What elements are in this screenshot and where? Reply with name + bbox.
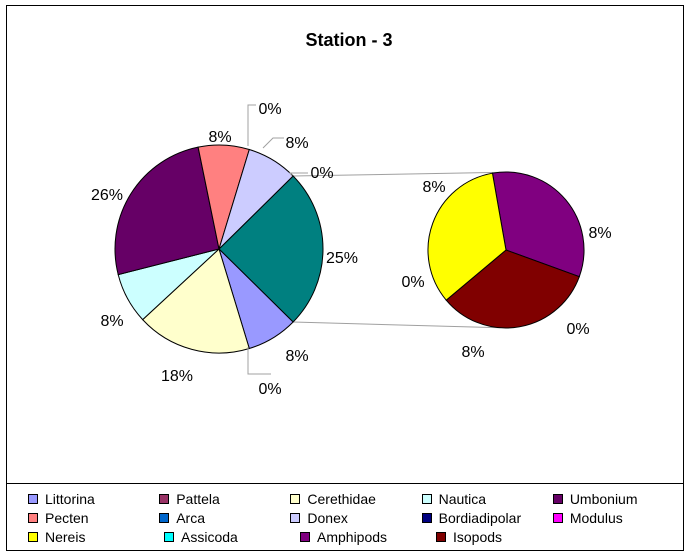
- legend-row: Pecten Arca Donex Bordiadipolar Modulus: [28, 508, 684, 527]
- legend-swatch: [28, 531, 38, 542]
- data-label-modulus: 0%: [566, 321, 589, 338]
- legend-swatch: [159, 493, 170, 504]
- data-label-umbonium: 26%: [91, 187, 123, 204]
- legend-swatch: [552, 512, 563, 523]
- legend-swatch: [552, 493, 563, 504]
- legend-swatch: [28, 512, 38, 523]
- connector-line-top: [293, 171, 498, 177]
- main-pie: [114, 144, 324, 354]
- legend-item-isopods: Isopods: [436, 529, 572, 545]
- legend-label: Pecten: [45, 509, 89, 526]
- data-label-nereis: 8%: [461, 344, 484, 361]
- legend-swatch: [421, 512, 432, 523]
- legend-item-modulus: Modulus: [552, 509, 684, 526]
- legend-swatch: [159, 512, 170, 523]
- data-label-pattela: 0%: [258, 381, 281, 398]
- slice-isopods: [445, 249, 580, 329]
- legend-item-assicoda: Assicoda: [164, 529, 300, 545]
- legend-item-nautica: Nautica: [421, 490, 553, 507]
- legend-item-littorina: Littorina: [28, 491, 159, 507]
- legend-item-pecten: Pecten: [28, 510, 159, 526]
- data-label-bordiadipolar-top: 0%: [310, 165, 333, 182]
- legend-item-arca: Arca: [159, 510, 290, 526]
- legend-label: Amphipods: [317, 528, 388, 545]
- legend-swatch: [28, 493, 38, 504]
- label-leader-lines: [247, 104, 308, 375]
- data-label-amphipods: 8%: [422, 179, 445, 196]
- legend-item-cerethidae: Cerethidae: [290, 491, 421, 507]
- slice-nereis: [427, 172, 507, 301]
- slice-cerethidae: [141, 248, 250, 354]
- legend-row: Littorina Pattela Cerethidae Nautica Umboniu…: [28, 489, 684, 508]
- legend-label: Nereis: [45, 528, 86, 545]
- legend-item-pattela: Pattela: [159, 491, 290, 507]
- legend-item-umbonium: Umbonium: [552, 490, 684, 507]
- legend-row: Nereis Assicoda Amphipods Isopods: [28, 527, 684, 546]
- slice-other: [218, 175, 324, 323]
- data-labels: 25%8%0%18%8%26%8%0%8%0%8%8%0%8%0%: [91, 101, 612, 398]
- leader-line-top-zero: [289, 172, 308, 177]
- legend-label: Littorina: [45, 490, 95, 507]
- leader-line-pattela: [247, 347, 271, 375]
- legend-label: Isopods: [453, 528, 503, 545]
- legend-label: Umbonium: [569, 490, 638, 507]
- data-label-cerethidae: 18%: [161, 368, 193, 385]
- secondary-pie: [427, 171, 585, 329]
- legend-label: Donex: [307, 509, 348, 526]
- legend-item-nereis: Nereis: [28, 529, 164, 545]
- legend-label: Pattela: [176, 490, 220, 507]
- data-label-assicoda: 0%: [401, 274, 424, 291]
- legend-item-bordiadipolar: Bordiadipolar: [421, 509, 553, 526]
- leader-line-donex: [262, 137, 284, 149]
- legend-label: Nautica: [438, 490, 487, 507]
- data-label-arca: 0%: [258, 101, 281, 118]
- pie-connector-lines: [293, 171, 501, 329]
- legend-swatch: [300, 531, 310, 542]
- data-label-other: 25%: [326, 250, 358, 267]
- chart-title: Station - 3: [305, 30, 392, 50]
- legend-item-donex: Donex: [290, 510, 421, 526]
- legend-swatch: [290, 512, 301, 523]
- slice-donex: [218, 148, 294, 250]
- legend-label: Modulus: [569, 509, 623, 526]
- data-label-nautica: 8%: [100, 313, 123, 330]
- leader-line-arca: [247, 104, 256, 146]
- legend-swatch: [436, 531, 446, 542]
- slice-umbonium: [114, 146, 220, 276]
- data-label-donex: 8%: [285, 135, 308, 152]
- data-label-isopods: 8%: [588, 225, 611, 242]
- legend-label: Cerethidae: [307, 490, 376, 507]
- slice-amphipods: [491, 171, 585, 278]
- legend: Littorina Pattela Cerethidae Nautica Umboniu…: [6, 483, 684, 551]
- legend-label: Bordiadipolar: [438, 509, 522, 526]
- legend-item-amphipods: Amphipods: [300, 529, 436, 545]
- data-label-littorina: 8%: [285, 348, 308, 365]
- data-label-pecten: 8%: [208, 129, 231, 146]
- connector-line-bottom: [293, 321, 501, 329]
- legend-swatch: [164, 531, 174, 542]
- legend-swatch: [290, 493, 301, 504]
- legend-swatch: [421, 493, 432, 504]
- legend-label: Arca: [176, 509, 205, 526]
- legend-label: Assicoda: [181, 528, 238, 545]
